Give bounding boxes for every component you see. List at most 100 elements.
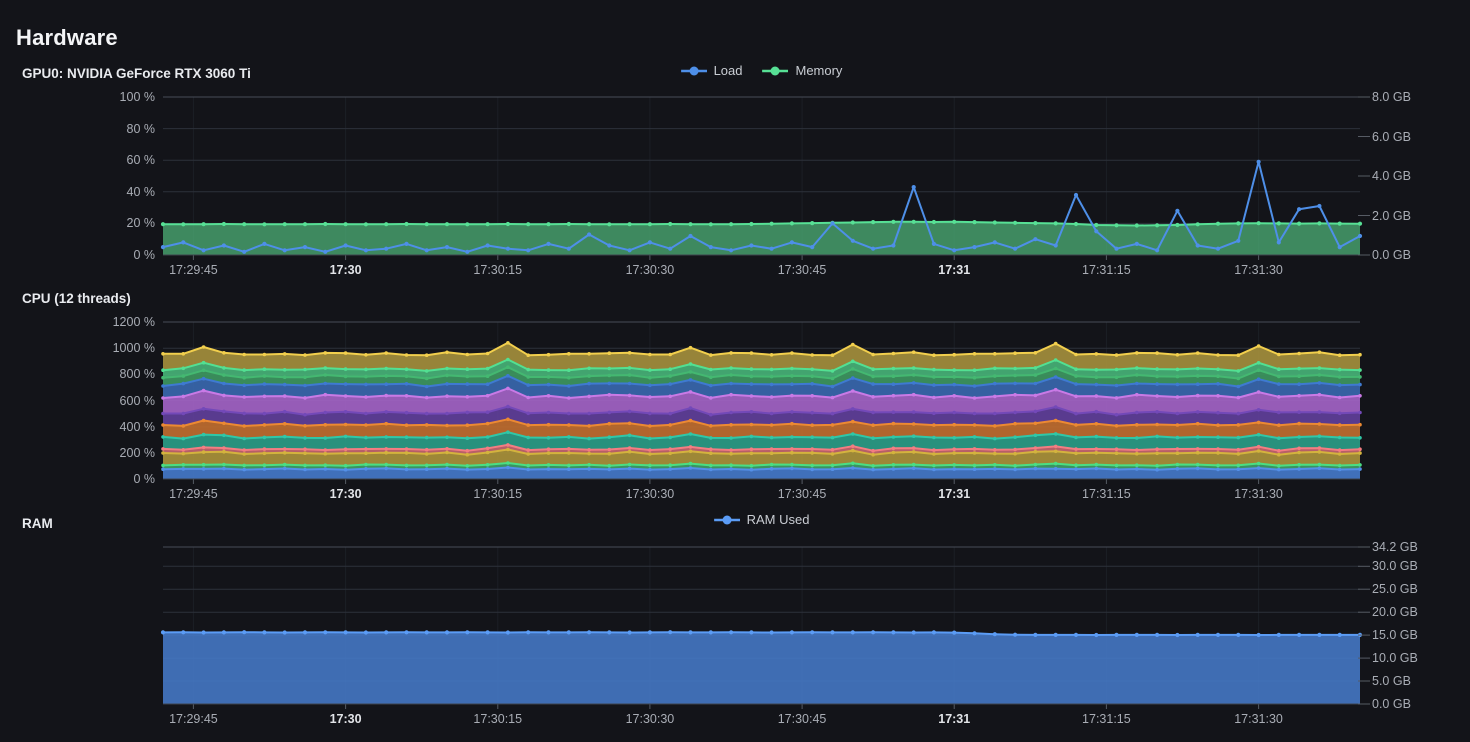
cpu-thread-point — [1135, 410, 1139, 415]
cpu-thread-point — [769, 411, 774, 416]
cpu-thread-point — [1317, 392, 1322, 397]
gpu-series-point — [891, 243, 896, 248]
cpu-thread-point — [891, 374, 896, 378]
gpu-series-point — [444, 245, 450, 250]
ram-chart-svg[interactable] — [160, 546, 1376, 712]
gpu-series-point — [708, 222, 713, 227]
cpu-chart-plot[interactable] — [161, 321, 1376, 487]
cpu-thread-point — [911, 466, 916, 471]
cpu-thread-point — [201, 445, 206, 450]
cpu-thread-point — [1256, 444, 1261, 449]
cpu-thread-point — [506, 461, 510, 465]
cpu-thread-point — [749, 434, 754, 439]
x-axis-label: 17:30:45 — [777, 487, 827, 501]
ram-series-point — [1013, 632, 1018, 637]
cpu-thread-point — [1013, 435, 1017, 439]
cpu-thread-point — [851, 448, 855, 453]
cpu-thread-point — [1175, 423, 1180, 427]
cpu-thread-point — [424, 452, 429, 456]
cpu-thread-point — [201, 345, 206, 349]
cpu-chart-svg[interactable] — [161, 321, 1376, 487]
cpu-thread-point — [1277, 452, 1281, 457]
ram-legend: RAM Used — [713, 512, 809, 527]
gpu-series-point — [1155, 248, 1160, 253]
cpu-thread-point — [972, 463, 977, 468]
cpu-thread-point — [790, 393, 794, 398]
cpu-thread-point — [445, 447, 449, 451]
cpu-thread-point — [830, 435, 835, 440]
cpu-thread-point — [891, 366, 896, 371]
cpu-thread-point — [1074, 374, 1078, 378]
gpu-series-point — [160, 245, 166, 250]
y-axis-label: 15.0 GB — [1372, 628, 1418, 643]
cpu-thread-point — [445, 382, 449, 386]
cpu-thread-point — [1337, 411, 1342, 416]
ram-chart-plot[interactable] — [160, 546, 1376, 712]
cpu-thread-point — [364, 467, 368, 471]
legend-item-ram-used[interactable]: RAM Used — [713, 512, 809, 527]
cpu-thread-point — [851, 466, 855, 470]
cpu-thread-point — [567, 411, 571, 416]
cpu-thread-point — [1135, 467, 1139, 471]
cpu-thread-point — [932, 395, 936, 400]
cpu-thread-point — [465, 436, 470, 440]
cpu-thread-point — [485, 435, 490, 439]
x-axis-label: 17:31 — [938, 487, 971, 501]
cpu-thread-point — [1013, 451, 1017, 456]
cpu-thread-point — [993, 352, 997, 356]
ram-series-point — [1073, 632, 1079, 637]
gpu-series-point — [282, 248, 287, 253]
cpu-thread-point — [1277, 467, 1281, 472]
cpu-thread-point — [546, 375, 551, 379]
cpu-thread-point — [749, 382, 754, 386]
cpu-thread-point — [952, 447, 956, 451]
y-axis-label: 30.0 GB — [1372, 559, 1418, 574]
gpu-series-point — [911, 185, 916, 190]
cpu-thread-point — [1256, 449, 1261, 453]
gpu-series-line — [162, 220, 1361, 227]
legend-item-load[interactable]: Load — [680, 63, 742, 78]
cpu-thread-point — [364, 435, 368, 440]
gpu-series-point — [607, 243, 612, 248]
cpu-thread-point — [627, 351, 632, 355]
cpu-thread-point — [749, 374, 754, 379]
cpu-thread-point — [587, 463, 591, 467]
cpu-thread-point — [1053, 432, 1058, 436]
cpu-thread-point — [445, 350, 449, 355]
cpu-thread-point — [526, 452, 530, 456]
cpu-thread-point — [749, 422, 754, 427]
cpu-thread-point — [242, 448, 246, 452]
cpu-thread-point — [871, 367, 875, 371]
cpu-thread-point — [1195, 410, 1200, 414]
cpu-thread-point — [1236, 423, 1241, 427]
legend-item-memory[interactable]: Memory — [762, 63, 842, 78]
cpu-thread-point — [729, 392, 733, 397]
cpu-thread-point — [1195, 435, 1200, 439]
cpu-thread-point — [303, 424, 307, 428]
gpu-series-point — [1053, 243, 1058, 248]
legend-label: Memory — [795, 63, 843, 78]
gpu-chart-svg[interactable] — [160, 96, 1376, 263]
cpu-thread-point — [1195, 366, 1200, 371]
cpu-thread-point — [587, 424, 591, 428]
cpu-thread-point — [1033, 366, 1038, 370]
cpu-thread-point — [1033, 462, 1038, 467]
ram-series-point — [1256, 632, 1261, 638]
cpu-thread-point — [465, 464, 470, 468]
cpu-thread-point — [769, 353, 774, 357]
cpu-thread-point — [384, 466, 388, 471]
cpu-thread-point — [790, 421, 794, 426]
gpu-series-point — [810, 221, 815, 226]
cpu-thread-point — [993, 411, 997, 416]
cpu-thread-point — [485, 463, 490, 467]
cpu-thread-point — [242, 424, 246, 428]
cpu-thread-point — [1277, 382, 1281, 386]
cpu-thread-point — [871, 467, 875, 472]
cpu-thread-point — [1114, 396, 1119, 400]
cpu-thread-point — [1256, 461, 1261, 466]
cpu-thread-point — [1277, 395, 1281, 399]
gpu-chart-plot[interactable] — [160, 96, 1376, 263]
cpu-thread-point — [526, 435, 530, 440]
cpu-thread-point — [567, 352, 571, 356]
cpu-thread-point — [607, 393, 612, 397]
